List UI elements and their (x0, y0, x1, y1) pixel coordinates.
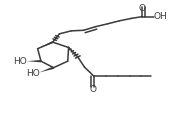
Text: O: O (90, 85, 97, 93)
Polygon shape (27, 60, 41, 62)
Text: HO: HO (13, 57, 27, 66)
Text: OH: OH (153, 12, 167, 21)
Polygon shape (38, 41, 53, 49)
Polygon shape (39, 67, 54, 72)
Text: HO: HO (26, 69, 40, 78)
Text: O: O (138, 4, 145, 13)
